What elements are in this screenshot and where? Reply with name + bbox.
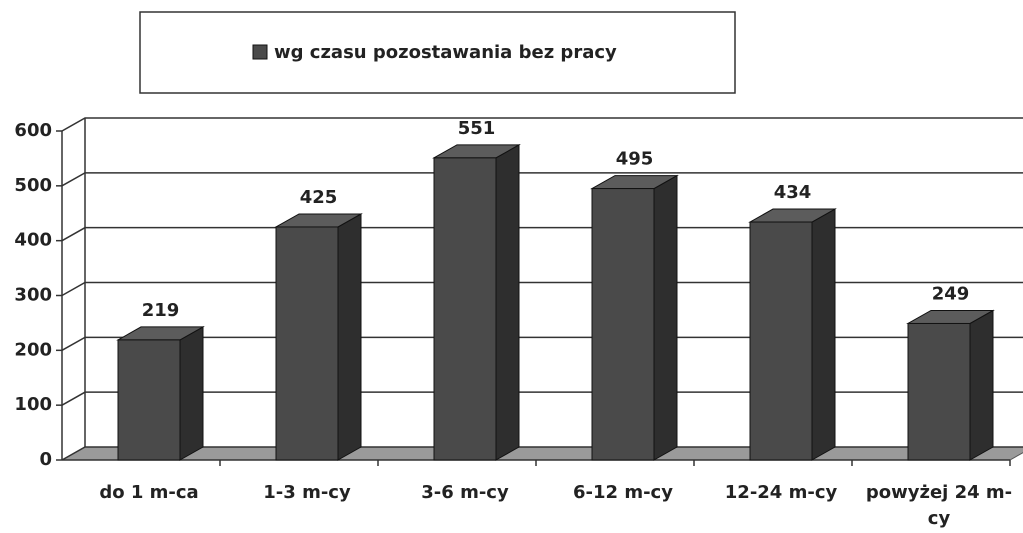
value-label: 551 (458, 118, 496, 139)
legend-label: wg czasu pozostawania bez pracy (274, 42, 617, 63)
grid-line (61, 117, 1023, 132)
grid-line (61, 446, 1023, 461)
x-tick-label: powyżej 24 m-cy (865, 482, 1013, 529)
y-tick-label: 500 (14, 175, 52, 196)
x-tick-label: 6-12 m-cy (573, 482, 673, 503)
bar-side (969, 309, 994, 461)
legend-box (139, 11, 736, 94)
bar-front (907, 322, 971, 461)
bar-front (749, 221, 813, 461)
y-tick-label: 100 (14, 394, 52, 415)
grid-line (61, 226, 1023, 242)
bar-front (591, 188, 655, 461)
value-label: 219 (142, 300, 180, 321)
legend-swatch (252, 44, 268, 60)
x-tick-label: 12-24 m-cy (724, 482, 838, 503)
grid-line (61, 172, 1023, 187)
bar-side (495, 144, 520, 461)
y-tick-label: 0 (39, 449, 52, 470)
y-tick-label: 300 (14, 285, 52, 306)
bar-front (433, 157, 497, 461)
bar-side (337, 213, 362, 461)
bar-side (653, 174, 678, 461)
bar (748, 208, 837, 461)
grid-line (61, 391, 1023, 406)
y-tick-label: 600 (14, 120, 52, 141)
bar-side (179, 326, 204, 461)
bar-front (117, 339, 181, 461)
value-label: 495 (616, 149, 654, 170)
x-tick-label: 1-3 m-cy (263, 482, 351, 503)
bar (274, 213, 363, 461)
x-tick-label: 3-6 m-cy (421, 482, 509, 503)
x-tick-label: do 1 m-ca (99, 482, 199, 503)
grid-line (61, 281, 1023, 297)
grid-line (61, 336, 1023, 351)
bar-front (275, 226, 339, 461)
value-label: 425 (300, 187, 338, 208)
bar (906, 309, 995, 461)
y-tick-label: 400 (14, 230, 52, 251)
bar (432, 144, 521, 461)
bar (116, 326, 205, 461)
bar-side (811, 208, 836, 461)
y-tick-label: 200 (14, 339, 52, 360)
value-label: 434 (774, 182, 812, 203)
value-label: 249 (932, 283, 970, 304)
floor (60, 446, 1023, 461)
bar (590, 174, 679, 461)
